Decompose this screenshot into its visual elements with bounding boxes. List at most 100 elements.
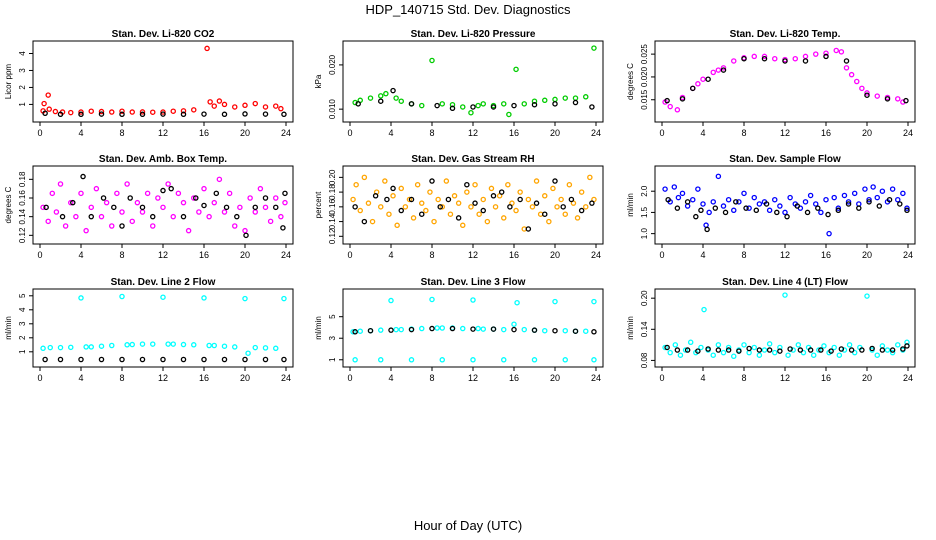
data-point xyxy=(720,203,727,209)
data-point xyxy=(591,329,597,335)
x-tick-label: 0 xyxy=(347,128,352,138)
data-point xyxy=(511,321,517,327)
data-point xyxy=(160,187,166,194)
x-tick-label: 12 xyxy=(468,128,478,138)
data-point xyxy=(357,328,363,334)
data-point xyxy=(856,205,862,211)
data-point xyxy=(475,102,481,109)
data-point xyxy=(180,213,187,220)
data-point xyxy=(353,181,359,188)
data-point xyxy=(252,344,258,351)
x-tick-label: 24 xyxy=(903,250,913,260)
data-point xyxy=(886,196,893,203)
data-point xyxy=(851,190,858,197)
panel-title: Stan. Dev. Amb. Box Temp. xyxy=(99,154,227,165)
x-tick-label: 4 xyxy=(388,128,393,138)
data-point xyxy=(470,357,476,363)
data-point xyxy=(772,349,778,356)
panel-title: Stan. Dev. Line 3 Flow xyxy=(421,277,526,288)
data-point xyxy=(722,209,729,216)
data-point xyxy=(715,67,722,73)
data-point xyxy=(484,218,491,225)
data-point xyxy=(667,349,673,356)
data-point xyxy=(88,344,95,350)
data-point xyxy=(845,199,852,205)
x-tick-label: 16 xyxy=(199,128,209,138)
data-point xyxy=(542,327,548,334)
data-point xyxy=(731,58,737,64)
x-tick-label: 24 xyxy=(281,128,291,138)
data-point xyxy=(513,66,519,73)
data-point xyxy=(180,341,187,348)
data-point xyxy=(124,342,130,348)
data-point xyxy=(207,99,213,105)
data-point xyxy=(429,296,435,303)
data-point xyxy=(480,101,486,107)
data-point xyxy=(377,204,384,210)
x-tick-label: 24 xyxy=(903,128,913,138)
data-point xyxy=(841,192,848,199)
data-point xyxy=(869,345,875,352)
data-point xyxy=(83,344,89,350)
x-axis-label: Hour of Day (UTC) xyxy=(413,518,523,533)
data-point xyxy=(418,102,425,109)
data-point xyxy=(139,341,146,347)
data-point xyxy=(262,356,269,363)
data-point xyxy=(665,196,671,203)
data-point xyxy=(710,352,717,358)
data-point xyxy=(201,356,207,363)
data-point xyxy=(451,193,458,199)
data-point xyxy=(500,215,507,221)
y-tick-label: 2 xyxy=(18,85,27,90)
x-tick-label: 24 xyxy=(281,250,291,260)
data-point xyxy=(684,203,691,209)
data-point xyxy=(813,201,819,207)
data-point xyxy=(874,194,881,201)
y-tick-label: 0.14 xyxy=(18,208,27,224)
data-point xyxy=(372,193,379,199)
data-point xyxy=(40,204,46,211)
data-point xyxy=(777,348,783,354)
y-axis-label: Licor ppm xyxy=(4,64,13,99)
data-point xyxy=(377,357,384,363)
data-point xyxy=(846,342,853,348)
x-tick-label: 4 xyxy=(700,373,705,383)
y-tick-label: 0.20 xyxy=(640,290,649,306)
data-point xyxy=(674,347,681,353)
y-tick-label: 4 xyxy=(18,307,27,312)
data-point xyxy=(201,185,207,192)
data-point xyxy=(684,347,691,353)
data-point xyxy=(439,357,445,363)
data-point xyxy=(350,329,356,335)
x-tick-label: 12 xyxy=(158,250,168,260)
data-point xyxy=(231,104,238,110)
data-point xyxy=(418,325,425,332)
data-point xyxy=(257,185,264,192)
data-point xyxy=(848,71,855,78)
data-point xyxy=(70,199,76,206)
x-tick-label: 8 xyxy=(429,373,434,383)
data-point xyxy=(695,81,701,87)
data-point xyxy=(242,356,248,363)
x-tick-label: 16 xyxy=(509,250,519,260)
data-point xyxy=(583,328,589,334)
data-point xyxy=(705,76,711,82)
data-point xyxy=(743,205,749,211)
data-point xyxy=(429,325,435,332)
data-point xyxy=(587,174,593,181)
data-point xyxy=(828,348,834,354)
data-point xyxy=(591,298,597,305)
data-point xyxy=(774,209,780,216)
data-point xyxy=(795,342,802,348)
data-point xyxy=(78,295,84,301)
data-point xyxy=(352,204,358,210)
data-point xyxy=(876,203,883,209)
data-point xyxy=(221,101,228,108)
data-point xyxy=(664,97,670,104)
data-point xyxy=(787,194,793,201)
data-point xyxy=(851,349,858,356)
data-point xyxy=(521,101,528,107)
x-tick-label: 20 xyxy=(550,250,560,260)
